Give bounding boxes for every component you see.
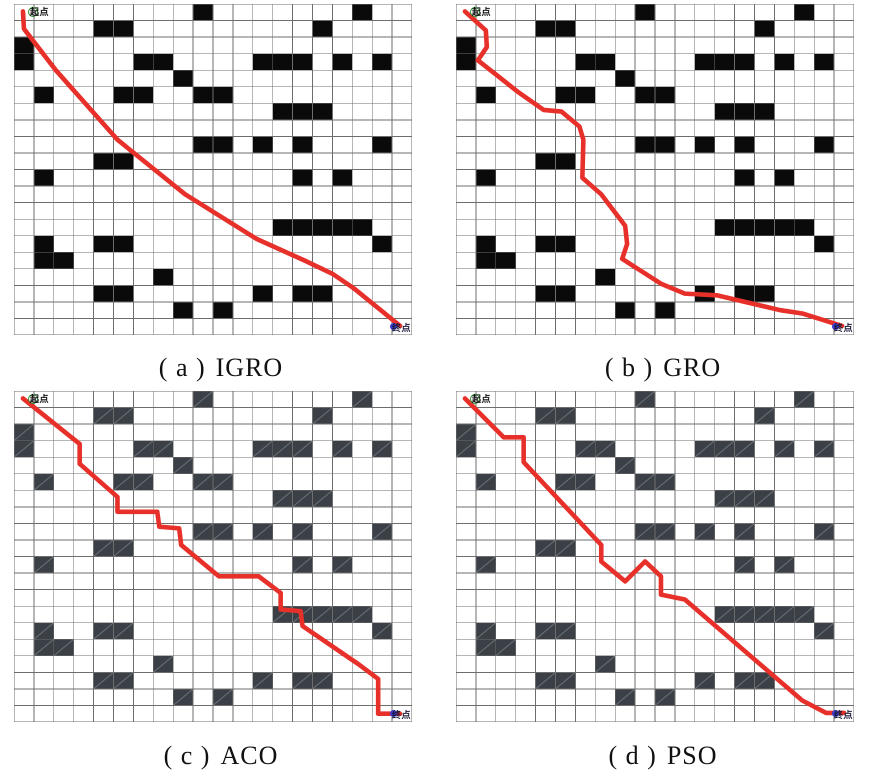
- caption-label-b: GRO: [663, 353, 722, 382]
- grid-map-svg-b: [456, 4, 854, 335]
- end-label-b: 终点: [834, 324, 854, 334]
- end-label-c: 终点: [392, 711, 412, 721]
- grid-map-svg-a: [14, 4, 412, 335]
- end-marker-icon: [832, 323, 839, 330]
- caption-index-a: ( a ): [158, 353, 206, 382]
- start-label-d: 起点: [472, 395, 492, 405]
- end-marker-icon: [832, 710, 839, 717]
- caption-label-c: ACO: [220, 741, 279, 770]
- caption-index-b: ( b ): [604, 353, 654, 382]
- panel-b: 起点 终点 ( b ) GRO: [442, 0, 884, 387]
- caption-label-d: PSO: [666, 741, 718, 770]
- end-label-a: 终点: [392, 324, 412, 334]
- start-label-a: 起点: [30, 8, 50, 18]
- start-marker-icon: [28, 394, 38, 404]
- start-marker-icon: [28, 7, 38, 17]
- caption-b: ( b ) GRO: [442, 353, 884, 383]
- panel-c: 起点 终点 ( c ) ACO: [0, 387, 442, 775]
- panel-d: 起点 终点 ( d ) PSO: [442, 387, 884, 775]
- grid-map-a: 起点 终点: [14, 4, 412, 335]
- caption-index-d: ( d ): [608, 741, 657, 770]
- start-label-b: 起点: [472, 8, 492, 18]
- start-marker-icon: [470, 7, 480, 17]
- caption-a: ( a ) IGRO: [0, 353, 442, 383]
- grid-map-svg-c: [14, 391, 412, 722]
- end-marker-icon: [390, 710, 397, 717]
- caption-label-a: IGRO: [215, 353, 284, 382]
- start-label-c: 起点: [30, 395, 50, 405]
- start-marker-icon: [470, 394, 480, 404]
- caption-c: ( c ) ACO: [0, 741, 442, 771]
- caption-index-c: ( c ): [163, 741, 211, 770]
- end-marker-icon: [390, 323, 397, 330]
- grid-map-svg-d: [456, 391, 854, 722]
- caption-d: ( d ) PSO: [442, 741, 884, 771]
- panel-a: 起点 终点 ( a ) IGRO: [0, 0, 442, 387]
- grid-map-c: 起点 终点: [14, 391, 412, 722]
- grid-map-b: 起点 终点: [456, 4, 854, 335]
- end-label-d: 终点: [834, 711, 854, 721]
- grid-map-d: 起点 终点: [456, 391, 854, 722]
